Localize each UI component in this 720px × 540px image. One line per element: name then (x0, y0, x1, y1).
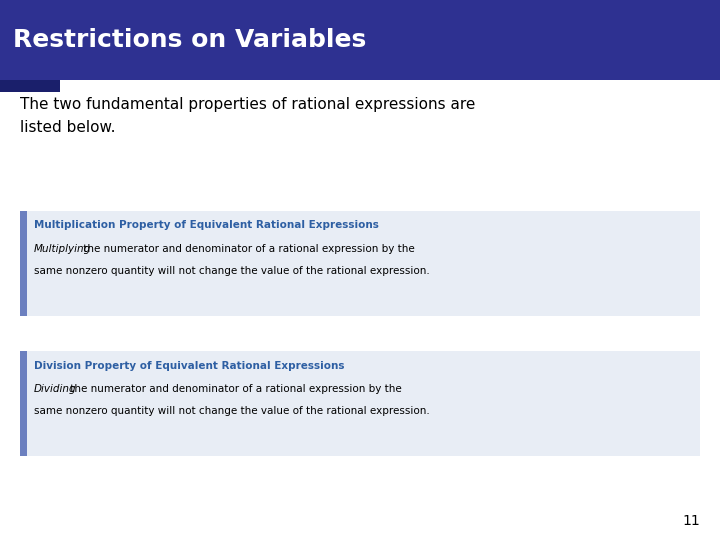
Text: listed below.: listed below. (20, 120, 116, 135)
Bar (20, 351, 27, 456)
Bar (20, 351, 700, 456)
Bar (0, 0, 720, 80)
Text: same nonzero quantity will not change the value of the rational expression.: same nonzero quantity will not change th… (34, 266, 430, 276)
Text: Division Property of Equivalent Rational Expressions: Division Property of Equivalent Rational… (34, 361, 344, 371)
Text: same nonzero quantity will not change the value of the rational expression.: same nonzero quantity will not change th… (34, 406, 430, 416)
Text: Dividing: Dividing (34, 384, 76, 395)
Bar (20, 211, 700, 316)
Text: The two fundamental properties of rational expressions are: The two fundamental properties of ration… (20, 97, 475, 112)
Text: the numerator and denominator of a rational expression by the: the numerator and denominator of a ratio… (80, 244, 415, 254)
Text: Multiplying: Multiplying (34, 244, 91, 254)
Text: the numerator and denominator of a rational expression by the: the numerator and denominator of a ratio… (67, 384, 402, 395)
Text: 11: 11 (682, 514, 700, 528)
Bar (20, 211, 27, 316)
Bar (0, 80, 60, 92)
Text: Restrictions on Variables: Restrictions on Variables (13, 28, 366, 52)
Text: Multiplication Property of Equivalent Rational Expressions: Multiplication Property of Equivalent Ra… (34, 220, 379, 231)
